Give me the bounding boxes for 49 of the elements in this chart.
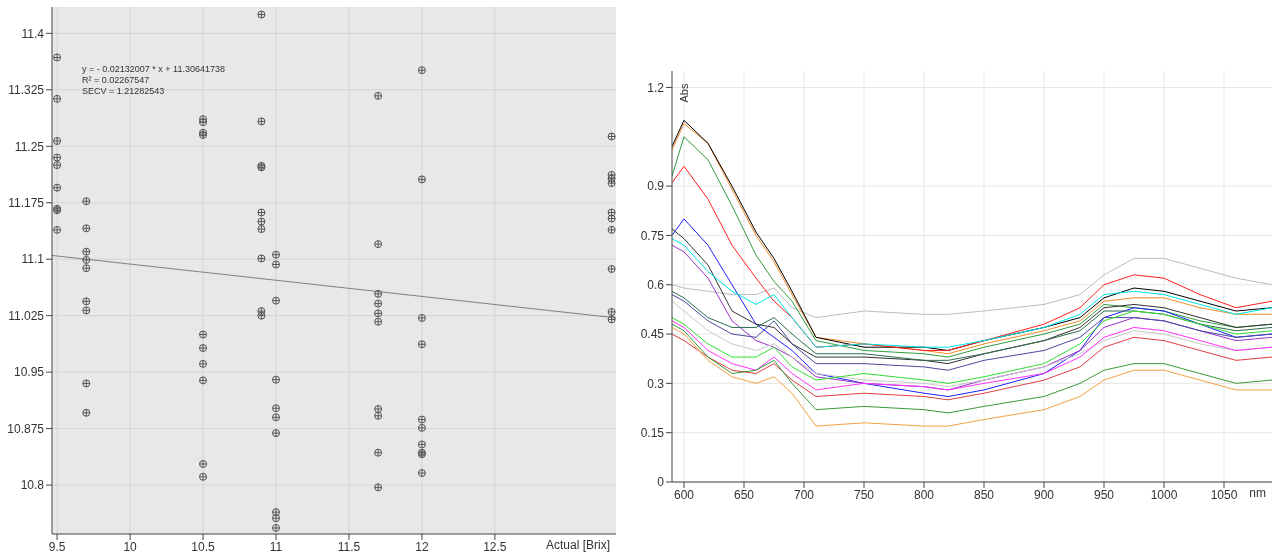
line-series bbox=[672, 310, 1272, 384]
y-tick-label: 11.25 bbox=[14, 139, 45, 154]
x-tick-label: 12.5 bbox=[483, 539, 507, 554]
line-series bbox=[672, 294, 1272, 371]
x-tick-label: 650 bbox=[733, 487, 755, 502]
y-tick-label: 0.15 bbox=[640, 425, 665, 440]
y-tick-label: 0 bbox=[657, 475, 665, 490]
line-series bbox=[672, 257, 1272, 319]
x-axis-title: Actual [Brix] bbox=[545, 538, 610, 552]
y-tick-label: 11.325 bbox=[8, 83, 45, 98]
line-series bbox=[672, 326, 1272, 427]
y-tick-label: 0.3 bbox=[647, 376, 665, 391]
annotation: R² = 0.02267547 bbox=[82, 75, 151, 86]
x-tick-label: 600 bbox=[673, 487, 695, 502]
line-series bbox=[672, 228, 1272, 365]
x-tick-label: 900 bbox=[1033, 487, 1055, 502]
line-series bbox=[672, 333, 1272, 401]
x-axis-title: nm bbox=[1249, 486, 1266, 500]
x-tick-label: 1050 bbox=[1210, 487, 1238, 502]
x-tick-label: 12 bbox=[415, 539, 429, 554]
y-tick-label: 0.75 bbox=[640, 228, 665, 243]
annotation: y = - 0.02132007 * x + 11.30641738 bbox=[82, 64, 225, 75]
line-series bbox=[672, 323, 1272, 414]
line-series bbox=[672, 320, 1272, 391]
y-tick-label: 11.4 bbox=[21, 26, 45, 41]
x-tick-label: 10.5 bbox=[191, 539, 216, 554]
x-tick-label: 950 bbox=[1093, 487, 1115, 502]
y-tick-label: 10.95 bbox=[13, 365, 45, 380]
y-tick-label: 0.6 bbox=[647, 277, 665, 292]
y-tick-label: 10.8 bbox=[20, 478, 45, 493]
y-tick-label: 11.025 bbox=[8, 308, 45, 323]
x-tick-label: 10 bbox=[123, 539, 138, 554]
x-tick-label: 11 bbox=[269, 539, 283, 554]
x-tick-label: 1000 bbox=[1150, 487, 1178, 502]
x-tick-label: 850 bbox=[973, 487, 995, 502]
x-tick-label: 750 bbox=[853, 487, 875, 502]
x-tick-label: 800 bbox=[913, 487, 935, 502]
line-series bbox=[672, 238, 1272, 348]
x-tick-label: 700 bbox=[793, 487, 815, 502]
y-tick-label: 11.175 bbox=[8, 196, 45, 210]
y-axis-title: Abs bbox=[678, 83, 690, 103]
x-tick-label: 9.5 bbox=[48, 539, 66, 554]
x-tick-label: 11.5 bbox=[337, 539, 361, 554]
y-tick-label: 1.2 bbox=[647, 80, 665, 95]
y-tick-label: 11.1 bbox=[21, 252, 45, 267]
y-tick-label: 10.875 bbox=[7, 421, 45, 436]
annotation: SECV = 1.21282543 bbox=[82, 86, 166, 97]
y-tick-label: 0.45 bbox=[640, 327, 665, 342]
y-tick-label: 0.9 bbox=[647, 179, 665, 194]
